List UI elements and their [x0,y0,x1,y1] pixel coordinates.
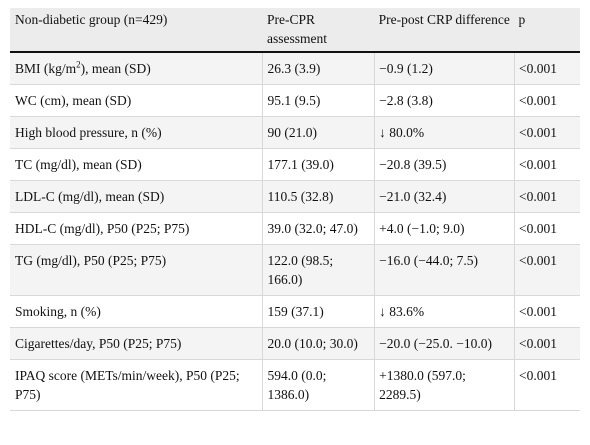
results-table: Non-diabetic group (n=429) Pre-CPR asses… [10,8,580,411]
table-row: BMI (kg/m2), mean (SD) 26.3 (3.9) −0.9 (… [10,52,580,85]
row-pre: 110.5 (32.8) [262,180,375,213]
row-variable: Smoking, n (%) [10,295,263,328]
table-header: Non-diabetic group (n=429) Pre-CPR asses… [10,8,580,52]
header-p: p [514,8,580,52]
row-pre: 20.0 (10.0; 30.0) [262,327,375,360]
variable-text: BMI (kg/m [15,61,77,76]
row-p: <0.001 [513,148,580,181]
row-p: <0.001 [513,212,580,245]
row-p: <0.001 [513,327,580,360]
table-row: TG (mg/dl), P50 (P25; P75) 122.0 (98.5; … [10,244,580,296]
row-variable: TC (mg/dl), mean (SD) [10,148,263,181]
table-body: BMI (kg/m2), mean (SD) 26.3 (3.9) −0.9 (… [10,52,580,411]
row-pre: 26.3 (3.9) [262,52,375,85]
row-variable: IPAQ score (METs/min/week), P50 (P25; P7… [10,359,263,411]
row-diff: −2.8 (3.8) [374,84,515,117]
row-variable: Cigarettes/day, P50 (P25; P75) [10,327,263,360]
row-p: <0.001 [513,295,580,328]
table-row: LDL-C (mg/dl), mean (SD) 110.5 (32.8) −2… [10,180,580,213]
superscript: 2 [76,59,81,70]
row-pre: 594.0 (0.0; 1386.0) [262,359,375,411]
row-p: <0.001 [513,244,580,296]
table-row: TC (mg/dl), mean (SD) 177.1 (39.0) −20.8… [10,148,580,181]
header-difference: Pre-post CRP difference [374,8,515,52]
table-row: HDL-C (mg/dl), P50 (P25; P75) 39.0 (32.0… [10,212,580,245]
table-row: High blood pressure, n (%) 90 (21.0) ↓ 8… [10,116,580,149]
row-diff: −20.8 (39.5) [374,148,515,181]
row-diff: −0.9 (1.2) [374,52,515,85]
row-diff: ↓ 83.6% [374,295,515,328]
header-pre-cpr: Pre-CPR assessment [262,8,375,52]
table-row: IPAQ score (METs/min/week), P50 (P25; P7… [10,359,580,411]
row-p: <0.001 [513,84,580,117]
row-variable: BMI (kg/m2), mean (SD) [10,52,263,85]
table-row: Cigarettes/day, P50 (P25; P75) 20.0 (10.… [10,327,580,360]
row-diff: +1380.0 (597.0; 2289.5) [374,359,515,411]
table-row: Smoking, n (%) 159 (37.1) ↓ 83.6% <0.001 [10,295,580,328]
row-diff: −20.0 (−25.0. −10.0) [374,327,515,360]
row-p: <0.001 [513,52,580,85]
header-variable: Non-diabetic group (n=429) [10,8,263,52]
row-p: <0.001 [513,180,580,213]
row-pre: 39.0 (32.0; 47.0) [262,212,375,245]
table-row: WC (cm), mean (SD) 95.1 (9.5) −2.8 (3.8)… [10,84,580,117]
row-diff: +4.0 (−1.0; 9.0) [374,212,515,245]
row-p: <0.001 [513,116,580,149]
variable-text: ), mean (SD) [80,61,151,76]
row-variable: HDL-C (mg/dl), P50 (P25; P75) [10,212,263,245]
row-diff: −21.0 (32.4) [374,180,515,213]
row-pre: 95.1 (9.5) [262,84,375,117]
row-variable: LDL-C (mg/dl), mean (SD) [10,180,263,213]
row-variable: WC (cm), mean (SD) [10,84,263,117]
row-diff: −16.0 (−44.0; 7.5) [374,244,515,296]
row-pre: 177.1 (39.0) [262,148,375,181]
row-pre: 122.0 (98.5; 166.0) [262,244,375,296]
row-diff: ↓ 80.0% [374,116,515,149]
row-variable: High blood pressure, n (%) [10,116,263,149]
row-variable: TG (mg/dl), P50 (P25; P75) [10,244,263,296]
row-p: <0.001 [513,359,580,411]
row-pre: 159 (37.1) [262,295,375,328]
row-pre: 90 (21.0) [262,116,375,149]
header-row: Non-diabetic group (n=429) Pre-CPR asses… [10,8,580,52]
